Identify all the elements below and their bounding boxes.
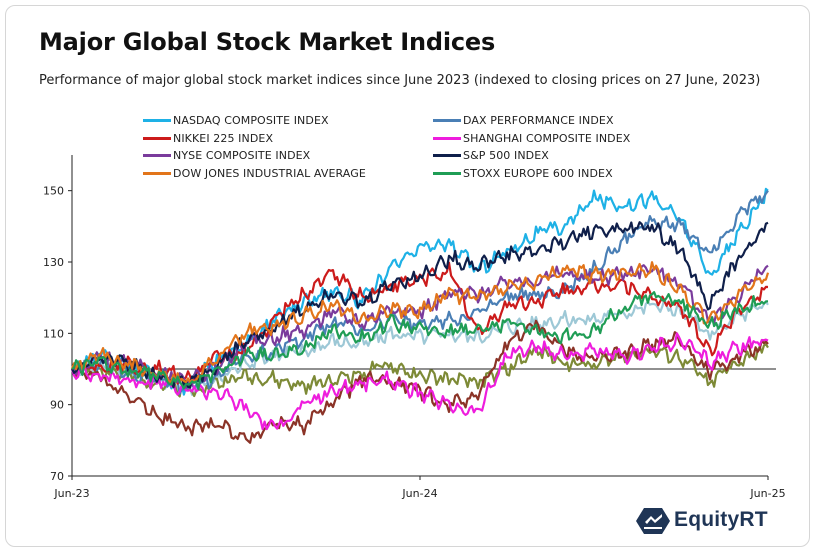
legend-label: NASDAQ COMPOSITE INDEX: [173, 114, 329, 127]
series-line-unlabeled-10: [71, 319, 769, 444]
brand-logo: EquityRT: [636, 504, 786, 540]
chart-legend: NASDAQ COMPOSITE INDEX DAX PERFORMANCE IN…: [143, 112, 703, 184]
y-tick-label: 70: [50, 470, 64, 483]
x-tick-label: Jun-23: [53, 487, 89, 500]
series-line-dow-jones-industrial-average: [70, 261, 770, 384]
legend-swatch: [143, 136, 171, 140]
legend-swatch: [143, 119, 171, 122]
legend-item: SHANGHAI COMPOSITE INDEX: [433, 130, 630, 147]
y-tick-label: 130: [43, 256, 64, 269]
series-line-shanghai-composite-index: [70, 332, 769, 431]
legend-item: NIKKEI 225 INDEX: [143, 130, 273, 147]
legend-label: STOXX EUROPE 600 INDEX: [463, 166, 613, 180]
legend-item: STOXX EUROPE 600 INDEX: [433, 165, 613, 182]
legend-label: DOW JONES INDUSTRIAL AVERAGE: [173, 166, 366, 180]
legend-swatch: [433, 154, 461, 157]
legend-swatch: [143, 154, 171, 157]
legend-swatch: [433, 171, 461, 175]
series-line-s-p-500-index: [71, 221, 769, 389]
x-tick-label: Jun-24: [401, 487, 437, 500]
chart-title: Major Global Stock Market Indices: [39, 28, 496, 56]
legend-swatch: [433, 119, 461, 122]
legend-label: NYSE COMPOSITE INDEX: [173, 149, 311, 162]
legend-label: S&P 500 INDEX: [463, 149, 549, 162]
legend-swatch: [433, 136, 461, 140]
x-tick-label: Jun-25: [749, 487, 785, 500]
legend-label: SHANGHAI COMPOSITE INDEX: [463, 131, 631, 145]
y-tick-label: 110: [43, 327, 64, 340]
legend-item: DOW JONES INDUSTRIAL AVERAGE: [143, 165, 366, 182]
chart-frame: [5, 5, 810, 547]
series-line-dax-performance-index: [71, 190, 769, 396]
legend-item: NYSE COMPOSITE INDEX: [143, 147, 310, 164]
series-line-stoxx-europe-600-index: [71, 291, 769, 390]
legend-label: DAX PERFORMANCE INDEX: [463, 114, 614, 127]
equityrt-logo-icon: [636, 508, 670, 534]
legend-swatch: [143, 171, 171, 175]
legend-item: DAX PERFORMANCE INDEX: [433, 112, 614, 129]
chart-subtitle: Performance of major global stock market…: [39, 73, 761, 88]
brand-name: EquityRT: [674, 508, 768, 531]
legend-item: S&P 500 INDEX: [433, 147, 549, 164]
legend-item: NASDAQ COMPOSITE INDEX: [143, 112, 329, 129]
series-line-nasdaq-composite-index: [70, 187, 769, 396]
y-tick-label: 150: [43, 185, 64, 198]
y-tick-label: 90: [50, 399, 64, 412]
legend-label: NIKKEI 225 INDEX: [173, 131, 274, 145]
